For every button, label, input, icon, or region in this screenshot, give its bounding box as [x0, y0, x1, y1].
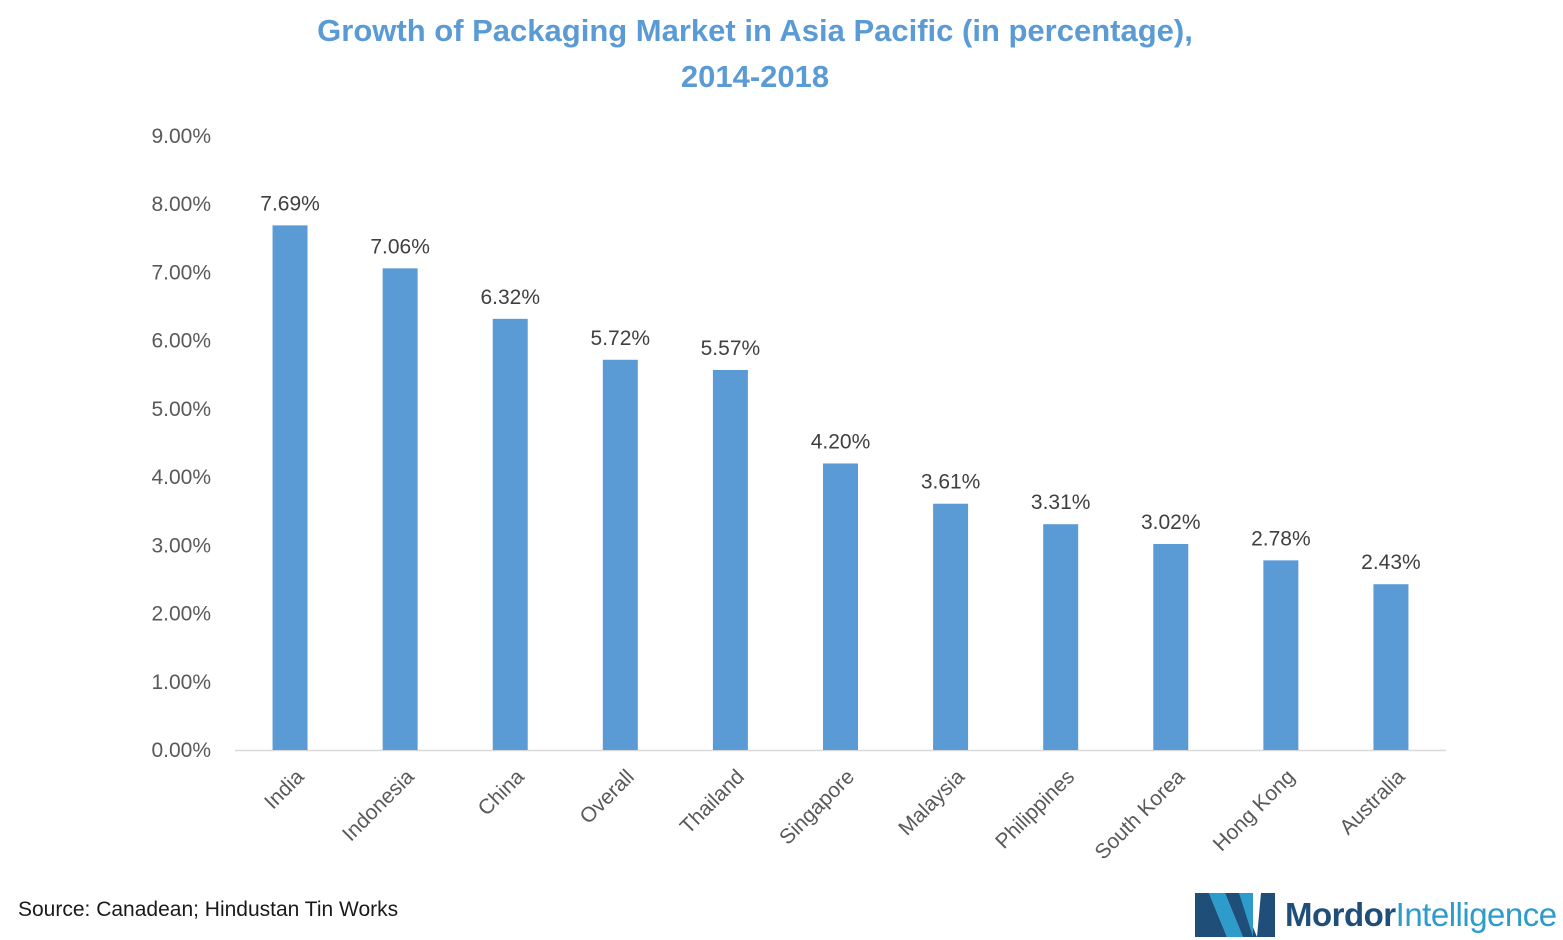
data-label: 6.32% — [480, 286, 540, 309]
bar-singapore — [823, 463, 858, 750]
bar-malaysia — [933, 503, 969, 750]
bar-indonesia — [382, 268, 418, 750]
chart-title-line2: 2014-2018 — [680, 59, 830, 94]
x-tick-label: Singapore — [775, 765, 859, 849]
y-tick-label: 5.00% — [151, 398, 211, 421]
y-tick-label: 0.00% — [151, 739, 211, 762]
data-label: 7.69% — [260, 192, 320, 215]
x-tick-label: South Korea — [1090, 765, 1189, 864]
x-tick-label: Philippines — [991, 765, 1079, 853]
y-tick-label: 8.00% — [151, 193, 211, 216]
y-tick-label: 1.00% — [151, 671, 211, 694]
x-tick-label: Thailand — [676, 765, 749, 838]
data-label: 2.43% — [1361, 551, 1421, 574]
y-tick-label: 6.00% — [151, 330, 211, 353]
x-tick-label: Indonesia — [338, 765, 419, 846]
logo-word-mordor: Mordor — [1285, 896, 1396, 933]
logo-word-intelligence: Intelligence — [1395, 896, 1557, 933]
data-label: 4.20% — [811, 430, 871, 453]
chart-title: Growth of Packaging Market in Asia Pacif… — [0, 8, 1510, 100]
source-note: Source: Canadean; Hindustan Tin Works — [18, 898, 399, 921]
y-tick-label: 2.00% — [151, 603, 211, 626]
bar-china — [492, 318, 528, 750]
x-tick-label: Malaysia — [894, 765, 969, 840]
bar-philippines — [1043, 524, 1079, 750]
bar-hong-kong — [1263, 560, 1299, 750]
y-tick-label: 4.00% — [151, 466, 211, 489]
data-label: 3.61% — [921, 471, 981, 494]
bar-australia — [1373, 584, 1409, 750]
y-tick-label: 3.00% — [151, 534, 211, 557]
data-label: 3.02% — [1141, 511, 1201, 534]
bar-south-korea — [1153, 543, 1189, 750]
chart-title-line1: Growth of Packaging Market in Asia Pacif… — [317, 13, 1193, 48]
bar-thailand — [712, 370, 748, 750]
mordor-intelligence-logo-icon — [1195, 893, 1275, 937]
data-label: 5.57% — [701, 337, 761, 360]
data-label: 3.31% — [1031, 491, 1091, 514]
x-tick-label: Overall — [576, 765, 639, 828]
x-tick-label: Australia — [1335, 765, 1409, 839]
mordor-intelligence-logo: MordorIntelligence — [1195, 893, 1557, 937]
x-tick-label: Hong Kong — [1209, 765, 1300, 856]
y-tick-label: 7.00% — [151, 261, 211, 284]
x-tick-label: China — [474, 765, 529, 820]
y-tick-label: 9.00% — [151, 125, 211, 148]
data-label: 5.72% — [591, 327, 651, 350]
bar-overall — [602, 359, 638, 750]
data-label: 2.78% — [1251, 527, 1311, 550]
bar-india — [272, 225, 308, 751]
data-label: 7.06% — [370, 235, 430, 258]
x-tick-label: India — [260, 765, 309, 814]
